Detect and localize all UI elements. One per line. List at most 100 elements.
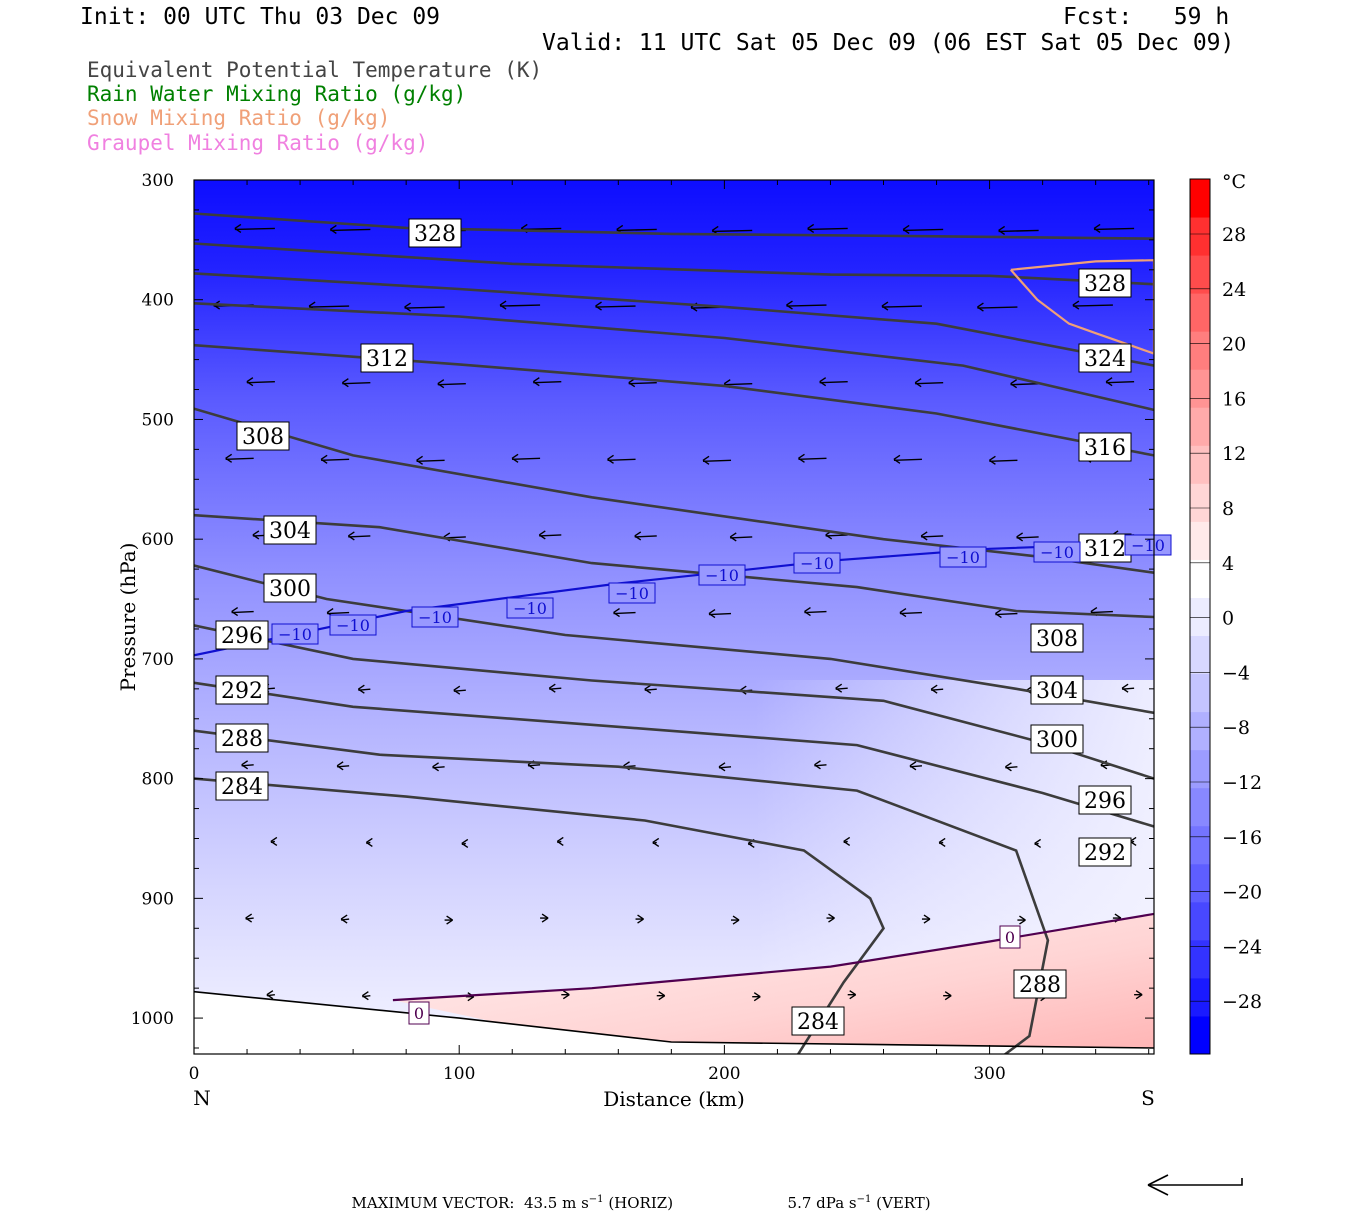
wind-vector-head — [634, 531, 642, 541]
wind-vector-head — [270, 836, 278, 847]
wind-vector-head — [835, 683, 843, 693]
wind-vector-head — [1016, 532, 1024, 542]
theta-e-label: 328 — [414, 222, 456, 247]
colorbar-tick-label: −4 — [1222, 662, 1250, 684]
wind-vector — [989, 459, 1018, 463]
wind-vector-head — [595, 301, 602, 311]
wind-vector-head — [562, 990, 570, 1000]
colorbar-swatch — [1190, 597, 1210, 637]
x-tick-label: 100 — [443, 1064, 475, 1084]
colorbar-swatch — [1190, 255, 1210, 294]
theta-e-contour — [194, 242, 1154, 286]
init-time: Init: 00 UTC Thu 03 Dec 09 — [80, 4, 441, 30]
theta-e-label: 316 — [1084, 436, 1126, 461]
theta-e-label-box — [215, 675, 269, 705]
x-axis-title: Distance (km) — [603, 1087, 745, 1111]
wind-vector-head — [365, 837, 373, 848]
theta-e-label-box — [215, 723, 269, 753]
wind-vector-head — [807, 223, 815, 234]
wind-vector-head — [786, 300, 793, 310]
wind-vector — [500, 304, 541, 307]
theta-e-label: 296 — [1084, 789, 1126, 814]
wind-vector — [1106, 380, 1135, 384]
isotherm-zero-label-box — [999, 925, 1021, 949]
colorbar-swatch — [1190, 483, 1210, 522]
theta-e-contour — [194, 212, 1154, 240]
wind-vector-head — [718, 762, 726, 772]
wind-vector — [899, 611, 922, 615]
wind-vector — [977, 306, 1018, 309]
y-tick-label: 1000 — [131, 1009, 174, 1029]
wind-vector — [607, 458, 636, 462]
wind-vector-head — [432, 762, 439, 772]
colorbar-tick-label: 24 — [1222, 279, 1246, 301]
wind-vector-head — [252, 530, 260, 540]
wind-vector — [798, 457, 827, 461]
wind-vector-head — [998, 225, 1006, 236]
colorbar-tick-label: 12 — [1222, 443, 1246, 465]
wind-vector — [712, 229, 753, 233]
colorbar: 28 24 20 16 12 8 4 0 −4 −8 −12 −16 −20 −24 −28 °C — [1189, 171, 1262, 1055]
theta-e-label-box — [1078, 533, 1132, 563]
wind-vector-head — [453, 685, 461, 695]
theta-e-label-box — [360, 343, 414, 373]
wind-vector-head — [341, 378, 349, 388]
ground-line — [194, 990, 1154, 1049]
theta-e-label: 324 — [1084, 347, 1126, 372]
colorbar-tick-label: 16 — [1222, 388, 1246, 410]
wind-vector — [225, 457, 254, 461]
wind-vector — [521, 227, 562, 231]
wind-vector — [724, 382, 753, 386]
wind-vector-head — [893, 454, 901, 464]
colorbar-swatch — [1190, 749, 1210, 789]
wind-vector-head — [361, 991, 369, 1001]
theta-e-label-box — [1030, 623, 1084, 653]
theta-e-label-box — [408, 218, 462, 248]
wind-vector-head — [989, 455, 996, 465]
wind-vector — [903, 228, 944, 232]
wind-vector-head — [532, 377, 540, 387]
field-legend-theta-e: Equivalent Potential Temperature (K) — [87, 58, 543, 82]
wind-vector — [234, 227, 275, 231]
wind-vector-head — [1019, 915, 1026, 925]
wind-vector-head — [732, 915, 740, 925]
wind-vector — [893, 458, 922, 462]
theta-e-label-box — [263, 573, 317, 603]
wind-vector — [330, 228, 371, 232]
wind-vector-head — [1135, 990, 1143, 1000]
wind-vector — [416, 459, 445, 463]
wind-vector — [616, 228, 657, 232]
wind-vector — [628, 381, 657, 385]
colorbar-frame — [1189, 178, 1211, 1055]
wind-vector — [342, 381, 371, 385]
isotherm-label-box — [506, 597, 554, 619]
wind-vector-head — [938, 837, 946, 848]
wind-vector-head — [944, 991, 952, 1001]
colorbar-swatch — [1190, 825, 1210, 865]
isotherm-zero-label-box — [408, 1001, 430, 1025]
wind-vector-head — [849, 990, 857, 1000]
isotherm-label-box — [411, 606, 459, 628]
wind-vector-head — [1105, 377, 1113, 387]
field-legend-rain: Rain Water Mixing Ratio (g/kg) — [87, 82, 467, 106]
above-freezing-shading — [392, 913, 1154, 1054]
wind-vector-head — [930, 684, 938, 694]
wind-vector-head — [902, 224, 910, 235]
wind-vector-head — [340, 914, 348, 924]
wind-vector-head — [644, 684, 652, 694]
colorbar-tick-label: −28 — [1222, 991, 1262, 1013]
theta-e-label: 328 — [1084, 272, 1126, 297]
colorbar-tick-label: 0 — [1222, 608, 1234, 630]
isotherm-label-box — [271, 623, 319, 645]
wind-vector — [533, 380, 562, 384]
north-end-label: N — [193, 1086, 211, 1110]
y-tick-label: 600 — [142, 530, 174, 550]
isotherm-minus-10-label: −10 — [615, 584, 649, 603]
isotherm-label-box — [1033, 541, 1081, 563]
colorbar-swatch — [1190, 331, 1210, 370]
colorbar-tick-label: 8 — [1222, 498, 1234, 520]
colorbar-swatch — [1190, 673, 1210, 713]
wind-vector-head — [266, 990, 274, 1000]
x-tick-label: 0 — [189, 1064, 200, 1084]
